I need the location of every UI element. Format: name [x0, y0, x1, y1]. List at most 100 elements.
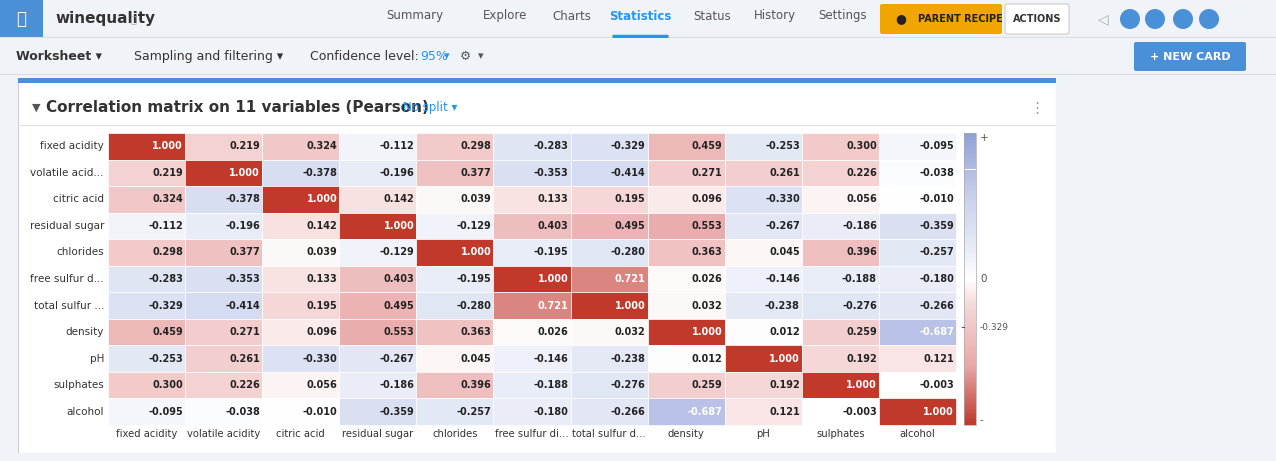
Bar [963, 419, 976, 420]
Text: 0.121: 0.121 [769, 407, 800, 417]
Bar [963, 162, 976, 164]
Text: fixed acidity: fixed acidity [116, 429, 177, 439]
Text: Explore: Explore [482, 10, 527, 23]
Text: citric acid: citric acid [277, 429, 325, 439]
Bar [963, 362, 976, 364]
Bar [963, 321, 976, 323]
Bar [185, 345, 262, 372]
Bar [801, 186, 879, 213]
Text: -0.112: -0.112 [380, 141, 415, 151]
Bar [262, 186, 339, 213]
Bar [963, 406, 976, 408]
Bar [963, 311, 976, 313]
Text: ▾: ▾ [478, 52, 484, 61]
Bar [416, 372, 494, 398]
Bar [570, 292, 648, 319]
Text: 0.259: 0.259 [692, 380, 722, 390]
Bar [18, 78, 1057, 83]
Bar [963, 330, 976, 331]
Text: -0.414: -0.414 [611, 168, 646, 178]
Text: -0.186: -0.186 [379, 380, 415, 390]
Bar [963, 292, 976, 294]
Bar [963, 403, 976, 405]
Bar [963, 155, 976, 156]
Text: -0.129: -0.129 [457, 221, 491, 231]
Bar [963, 331, 976, 333]
Text: -0.146: -0.146 [766, 274, 800, 284]
Bar [185, 292, 262, 319]
Bar [963, 224, 976, 225]
Bar [963, 215, 976, 216]
Bar [339, 186, 416, 213]
Bar [963, 238, 976, 240]
Bar [963, 165, 976, 166]
Bar [185, 239, 262, 266]
Bar [801, 133, 879, 160]
Text: 0.403: 0.403 [537, 221, 569, 231]
Bar [108, 213, 185, 239]
Bar [963, 253, 976, 254]
Bar [963, 335, 976, 336]
Bar [963, 203, 976, 205]
Text: 0: 0 [980, 274, 986, 284]
Bar [963, 136, 976, 137]
Bar [963, 336, 976, 337]
Text: Status: Status [693, 10, 731, 23]
Text: 0.026: 0.026 [692, 274, 722, 284]
Bar [963, 270, 976, 272]
Bar [262, 319, 339, 345]
Text: 0.121: 0.121 [924, 354, 954, 364]
Text: sulphates: sulphates [817, 429, 865, 439]
Bar [570, 213, 648, 239]
Bar [963, 370, 976, 371]
Text: -0.266: -0.266 [611, 407, 646, 417]
Bar [963, 276, 976, 278]
Bar [963, 340, 976, 342]
Text: ⓘ: ⓘ [130, 14, 137, 24]
Text: -0.180: -0.180 [533, 407, 569, 417]
Text: alcohol: alcohol [66, 407, 105, 417]
Bar [963, 221, 976, 222]
Text: 0.192: 0.192 [769, 380, 800, 390]
Bar [963, 374, 976, 375]
Bar [725, 292, 801, 319]
Bar [648, 372, 725, 398]
Bar [963, 364, 976, 365]
Bar [963, 231, 976, 232]
Bar [963, 396, 976, 397]
Bar [185, 266, 262, 292]
Text: -0.267: -0.267 [380, 354, 415, 364]
Text: Statistics: Statistics [609, 10, 671, 23]
Bar [879, 266, 956, 292]
Bar [108, 319, 185, 345]
Text: -0.095: -0.095 [148, 407, 182, 417]
Bar [963, 156, 976, 158]
Text: -0.188: -0.188 [842, 274, 877, 284]
Bar [108, 186, 185, 213]
Text: density: density [667, 429, 704, 439]
Bar [963, 187, 976, 189]
Text: 0.377: 0.377 [230, 248, 260, 257]
Bar [963, 375, 976, 377]
Text: 95%: 95% [420, 50, 448, 63]
Bar [262, 133, 339, 160]
Text: -0.038: -0.038 [226, 407, 260, 417]
Text: 0.324: 0.324 [306, 141, 337, 151]
Bar [963, 242, 976, 244]
Text: -0.180: -0.180 [919, 274, 954, 284]
Text: free sulfur d...: free sulfur d... [31, 274, 105, 284]
Text: 0.012: 0.012 [692, 354, 722, 364]
Text: -0.687: -0.687 [919, 327, 954, 337]
Bar [963, 184, 976, 186]
Text: winequality: winequality [55, 11, 156, 25]
Bar [185, 133, 262, 160]
Bar [963, 397, 976, 399]
Bar [725, 266, 801, 292]
Bar [963, 172, 976, 174]
Text: -0.196: -0.196 [226, 221, 260, 231]
Bar [963, 216, 976, 218]
Text: pH: pH [89, 354, 105, 364]
Bar [963, 269, 976, 270]
Text: 1.000: 1.000 [846, 380, 877, 390]
Bar [570, 398, 648, 425]
